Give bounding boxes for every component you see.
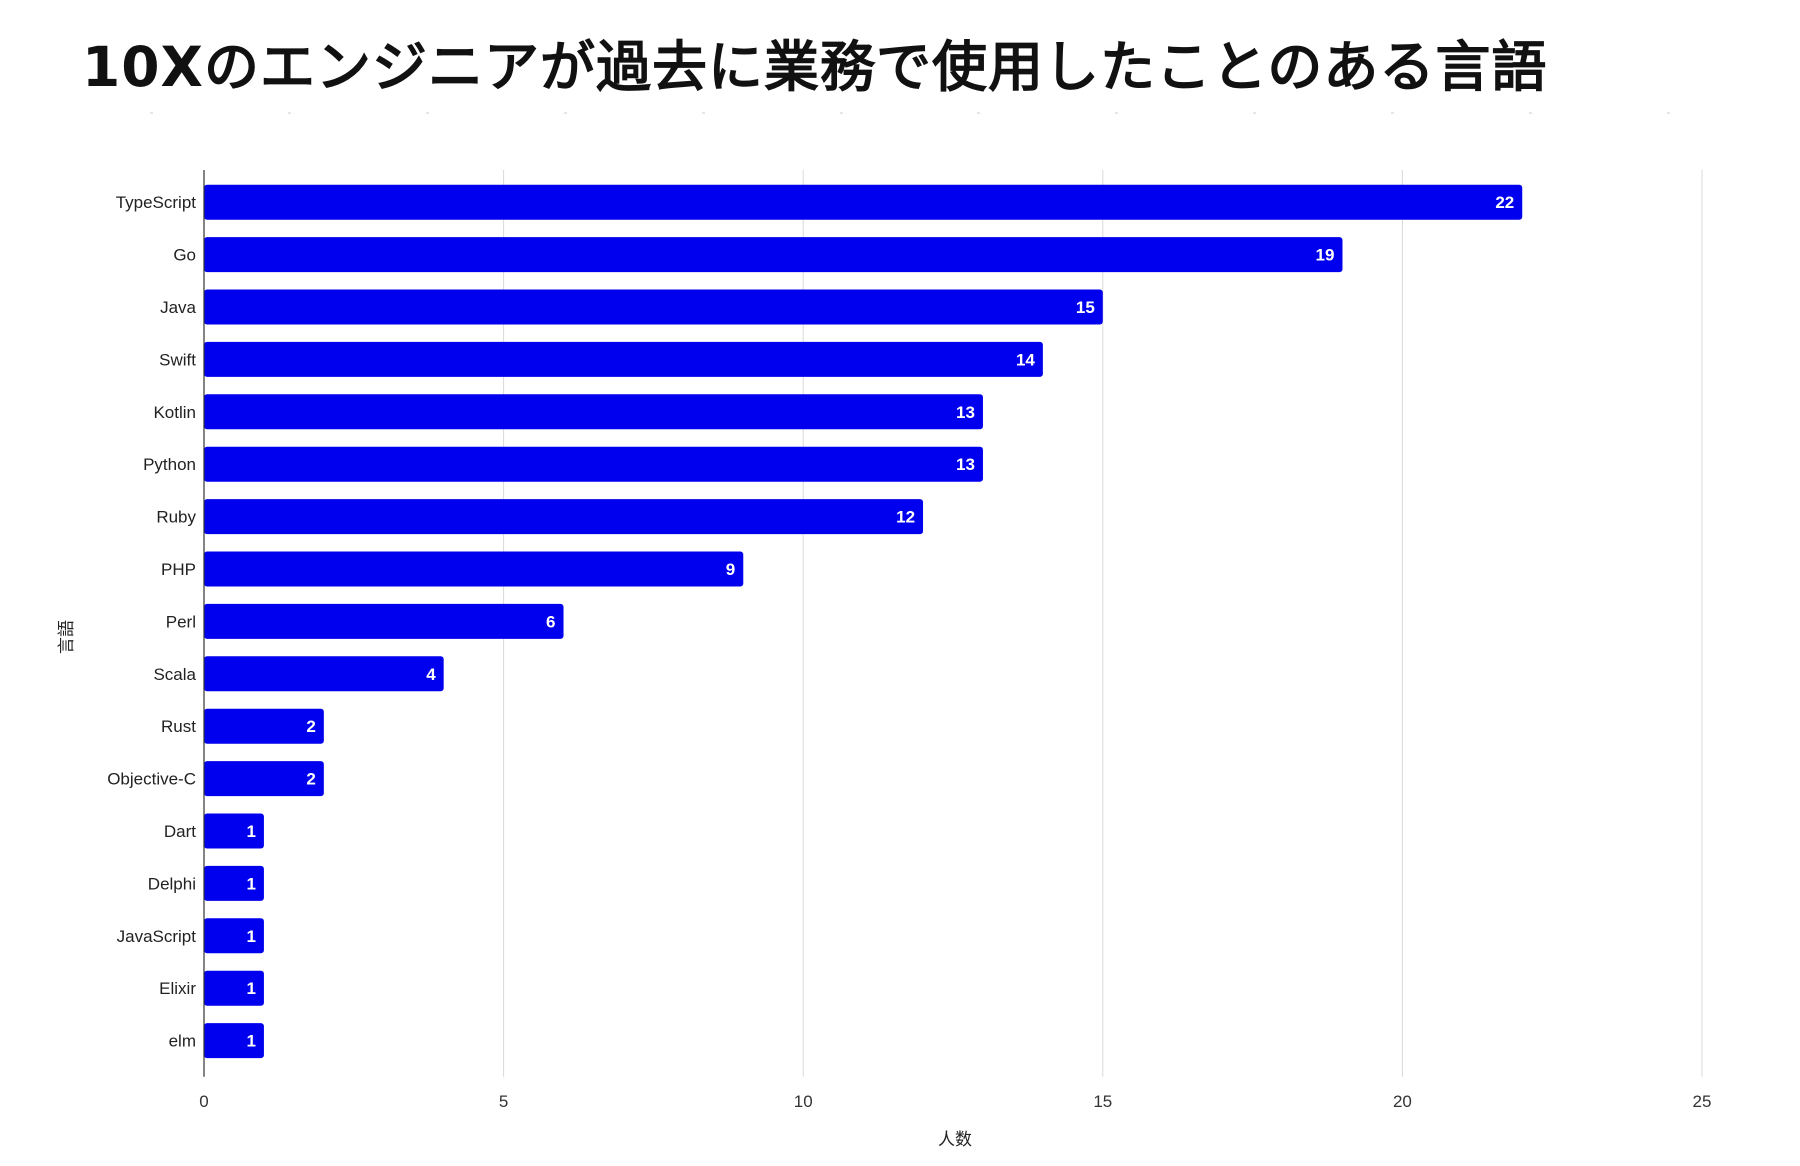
category-label: JavaScript	[117, 927, 197, 946]
bar-ruby	[204, 499, 924, 535]
bar-value-label: 12	[896, 508, 915, 527]
bar-swift	[204, 341, 1043, 377]
category-label: Ruby	[156, 508, 196, 527]
category-label: Swift	[159, 350, 196, 369]
y-axis-title: 言語	[57, 620, 76, 654]
category-label: Rust	[161, 717, 196, 736]
category-label: PHP	[161, 560, 196, 579]
bar-value-label: 1	[246, 822, 255, 841]
x-tick-label: 25	[1693, 1092, 1712, 1111]
bar-go	[204, 237, 1343, 273]
bar-value-label: 22	[1495, 193, 1514, 212]
bar-scala	[204, 656, 444, 692]
x-tick-label: 15	[1093, 1092, 1112, 1111]
bar-javascript	[204, 918, 264, 954]
bar-dart	[204, 813, 264, 849]
bar-value-label: 1	[246, 979, 255, 998]
separator-dots	[150, 112, 1670, 114]
bar-value-label: 1	[246, 927, 255, 946]
category-label: Dart	[164, 822, 196, 841]
category-label: Objective-C	[107, 770, 196, 789]
chart-title: 10Xのエンジニアが過去に業務で使用したことのある言語	[82, 35, 1548, 99]
bar-value-label: 4	[426, 665, 436, 684]
bar-value-label: 15	[1076, 298, 1095, 317]
category-label: Delphi	[148, 874, 196, 893]
category-label: Go	[173, 246, 196, 265]
x-tick-label: 10	[794, 1092, 813, 1111]
category-label: Elixir	[159, 979, 196, 998]
category-label: elm	[169, 1032, 196, 1051]
bar-delphi	[204, 865, 264, 901]
bar-value-label: 2	[306, 717, 315, 736]
bar-php	[204, 551, 744, 587]
bar-kotlin	[204, 394, 983, 430]
bar-value-label: 13	[956, 403, 975, 422]
labels: 0 5 10 15 20 2522TypeScript19Go15Java14Swift1…	[107, 193, 1711, 1111]
bar-value-label: 9	[726, 560, 735, 579]
bar-java	[204, 289, 1103, 325]
bar-elm	[204, 1023, 264, 1059]
x-tick-label: 20	[1393, 1092, 1412, 1111]
bar-value-label: 6	[546, 612, 555, 631]
bar-value-label: 19	[1316, 246, 1335, 265]
x-axis-title: 人数	[938, 1130, 972, 1149]
bar-value-label: 13	[956, 455, 975, 474]
bar-elixir	[204, 970, 264, 1006]
category-label: Scala	[153, 665, 196, 684]
category-label: Python	[143, 455, 196, 474]
category-label: Perl	[166, 612, 196, 631]
bar-objective-c	[204, 761, 324, 797]
bar-python	[204, 446, 983, 482]
category-label: Java	[160, 298, 196, 317]
bar-perl	[204, 603, 564, 639]
x-tick-label: 5	[499, 1092, 508, 1111]
category-label: Kotlin	[153, 403, 196, 422]
bar-value-label: 1	[246, 874, 255, 893]
bar-rust	[204, 708, 324, 744]
category-label: TypeScript	[116, 193, 197, 212]
bar-value-label: 2	[306, 770, 315, 789]
bars	[204, 184, 1523, 1059]
x-tick-label: 0	[199, 1092, 208, 1111]
bar-value-label: 14	[1016, 350, 1035, 369]
bar-typescript	[204, 184, 1523, 220]
bar-value-label: 1	[246, 1032, 255, 1051]
